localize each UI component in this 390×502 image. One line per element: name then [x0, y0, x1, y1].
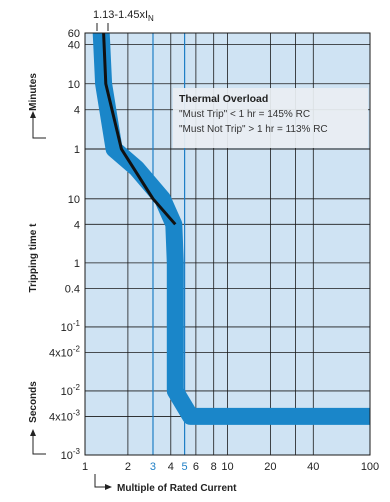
- x-tick-label: 8: [211, 461, 217, 473]
- x-axis-label: Multiple of Rated Current: [117, 483, 237, 494]
- y-tick-label: 60: [68, 28, 80, 40]
- x-tick-label: 5: [182, 461, 188, 473]
- y-tick-label: 10: [68, 194, 80, 206]
- annotation-line-must-trip: "Must Trip" < 1 hr = 145% RC: [179, 109, 310, 120]
- y-tick-exponent: -3: [73, 447, 81, 456]
- y-tick-label: 4: [74, 105, 80, 117]
- y-tick-base: 1: [74, 258, 80, 270]
- top-label: 1.13-1.45xIN: [93, 9, 154, 23]
- annotation-box: [173, 88, 368, 148]
- y-tick-base: 60: [68, 28, 80, 40]
- characteristic-curve: [102, 32, 177, 226]
- y-tick-base: 40: [68, 39, 80, 51]
- y-tick-base: 1: [74, 144, 80, 156]
- y-tick-label: 10-1: [61, 319, 81, 334]
- y-tick-base: 4x10: [49, 347, 73, 359]
- y-tick-label: 0.4: [65, 283, 80, 295]
- y-tick-exponent: -1: [73, 319, 81, 328]
- x-tick-label: 6: [193, 461, 199, 473]
- y-tick-label: 10: [68, 79, 80, 91]
- y-axis-label-seconds: Seconds: [28, 381, 39, 423]
- y-tick-label: 1: [74, 144, 80, 156]
- y-tick-label: 40: [68, 39, 80, 51]
- y-tick-base: 10: [61, 386, 73, 398]
- x-tick-label: 1: [82, 461, 88, 473]
- top-label-main: 1.13-1.45xI: [93, 9, 148, 21]
- minutes-arrow: [32, 116, 46, 139]
- annotation-line-must-not-trip: "Must Not Trip" > 1 hr = 113% RC: [179, 124, 328, 135]
- y-tick-base: 10: [68, 79, 80, 91]
- x-tick-labels: 1 2 3 4 5 6 8 10 20 40 100: [82, 461, 379, 473]
- annotation-title: Thermal Overload: [179, 93, 268, 105]
- y-tick-base: 4: [74, 219, 80, 231]
- y-tick-label: 4x10-2: [49, 344, 81, 359]
- x-tick-label: 40: [307, 461, 319, 473]
- y-tick-base: 10: [61, 450, 73, 462]
- x-tick-label: 10: [221, 461, 233, 473]
- y-tick-base: 0.4: [65, 283, 80, 295]
- x-tick-label: 20: [264, 461, 276, 473]
- y-tick-label: 4: [74, 219, 80, 231]
- y-tick-label: 4x10-3: [49, 408, 81, 423]
- y-axis-label-tripping-time: Tripping time t: [28, 223, 39, 293]
- x-tick-label: 4: [168, 461, 174, 473]
- y-tick-base: 4x10: [49, 411, 73, 423]
- trip-band: [92, 32, 370, 425]
- seconds-arrow: [32, 434, 46, 455]
- y-tick-label: 1: [74, 258, 80, 270]
- y-tick-exponent: -3: [73, 408, 81, 417]
- y-tick-exponent: -2: [73, 344, 81, 353]
- y-tick-label: 10-3: [61, 447, 81, 462]
- y-tick-exponent: -2: [73, 383, 81, 392]
- x-axis-arrow: [94, 474, 107, 488]
- top-label-subscript: N: [148, 14, 154, 23]
- y-tick-base: 10: [68, 194, 80, 206]
- y-tick-base: 4: [74, 105, 80, 117]
- plot-frame: [84, 32, 371, 456]
- minutes-arrow-head: [30, 111, 36, 118]
- y-tick-base: 10: [61, 322, 73, 334]
- x-tick-label: 3: [150, 461, 156, 473]
- y-axis-label-minutes: Minutes: [28, 73, 39, 111]
- seconds-arrow-head: [30, 429, 36, 436]
- x-tick-label: 100: [361, 461, 379, 473]
- x-axis-arrow-head: [105, 484, 112, 490]
- y-tick-label: 10-2: [61, 383, 81, 398]
- x-tick-label: 2: [125, 461, 131, 473]
